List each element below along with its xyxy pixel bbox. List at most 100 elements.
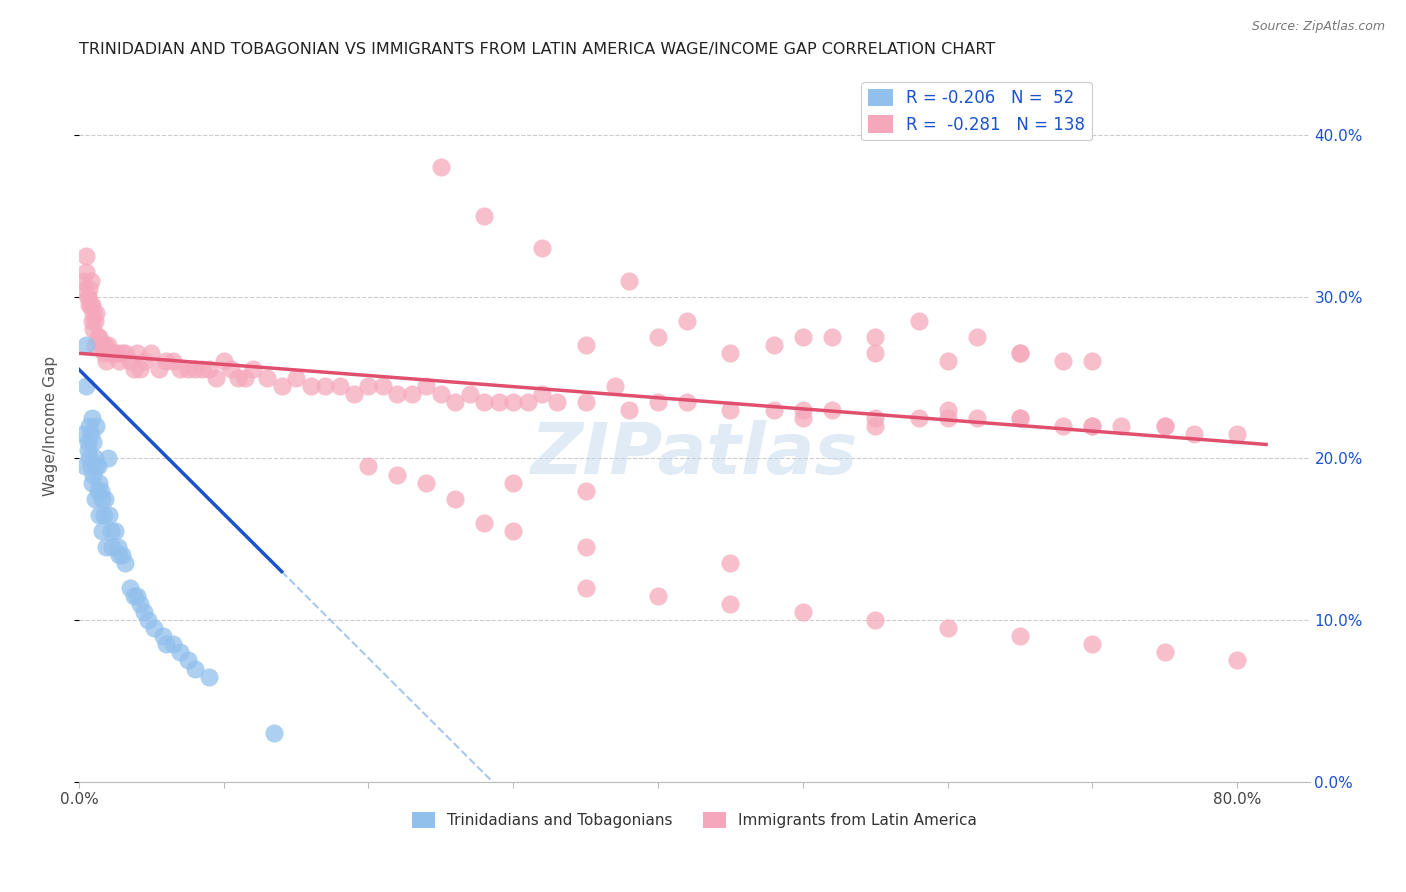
Point xyxy=(82,435,104,450)
Point xyxy=(472,394,495,409)
Point xyxy=(285,370,308,384)
Point xyxy=(97,338,120,352)
Point xyxy=(472,209,495,223)
Point xyxy=(720,597,742,611)
Point xyxy=(83,491,105,506)
Point xyxy=(141,346,163,360)
Point xyxy=(91,491,114,506)
Point xyxy=(82,322,104,336)
Point xyxy=(821,403,844,417)
Point xyxy=(155,637,177,651)
Point xyxy=(343,386,366,401)
Point xyxy=(1052,419,1074,434)
Point xyxy=(219,362,242,376)
Text: TRINIDADIAN AND TOBAGONIAN VS IMMIGRANTS FROM LATIN AMERICA WAGE/INCOME GAP CORR: TRINIDADIAN AND TOBAGONIAN VS IMMIGRANTS… xyxy=(79,42,995,57)
Point xyxy=(132,354,155,368)
Point xyxy=(125,589,148,603)
Point xyxy=(401,386,423,401)
Point xyxy=(575,581,598,595)
Point xyxy=(100,346,122,360)
Point xyxy=(863,346,886,360)
Point xyxy=(91,524,114,538)
Point xyxy=(242,362,264,376)
Point xyxy=(371,378,394,392)
Point xyxy=(101,541,124,555)
Point xyxy=(936,403,959,417)
Point xyxy=(87,483,110,498)
Point xyxy=(155,354,177,368)
Point xyxy=(936,621,959,635)
Point xyxy=(76,290,98,304)
Point xyxy=(676,394,699,409)
Point xyxy=(122,362,145,376)
Point xyxy=(77,451,100,466)
Point xyxy=(617,403,640,417)
Point xyxy=(676,314,699,328)
Point xyxy=(907,314,929,328)
Point xyxy=(87,330,110,344)
Point xyxy=(575,394,598,409)
Point xyxy=(647,330,669,344)
Point xyxy=(792,605,814,619)
Point xyxy=(100,524,122,538)
Point xyxy=(138,613,160,627)
Point xyxy=(263,726,285,740)
Point xyxy=(90,483,112,498)
Point xyxy=(546,394,568,409)
Point xyxy=(83,338,105,352)
Point xyxy=(1153,419,1175,434)
Point xyxy=(128,362,150,376)
Point xyxy=(198,670,221,684)
Point xyxy=(531,386,554,401)
Point xyxy=(1081,637,1104,651)
Point xyxy=(387,467,409,482)
Point xyxy=(169,362,191,376)
Point xyxy=(502,394,524,409)
Point xyxy=(502,475,524,490)
Point xyxy=(79,459,101,474)
Point xyxy=(205,370,228,384)
Point xyxy=(1081,354,1104,368)
Point xyxy=(76,443,98,458)
Point xyxy=(792,411,814,425)
Point xyxy=(77,419,100,434)
Point xyxy=(125,346,148,360)
Point xyxy=(863,419,886,434)
Point xyxy=(96,354,118,368)
Point xyxy=(1226,427,1249,442)
Point xyxy=(198,362,221,376)
Point xyxy=(83,451,105,466)
Point xyxy=(162,637,184,651)
Point xyxy=(720,346,742,360)
Point xyxy=(128,597,150,611)
Point xyxy=(73,282,96,296)
Point xyxy=(162,354,184,368)
Point xyxy=(94,491,117,506)
Point xyxy=(617,274,640,288)
Point xyxy=(77,282,100,296)
Point xyxy=(79,427,101,442)
Point xyxy=(458,386,481,401)
Point xyxy=(603,378,626,392)
Point xyxy=(936,354,959,368)
Point xyxy=(1008,629,1031,643)
Point xyxy=(516,394,538,409)
Point xyxy=(430,161,453,175)
Point xyxy=(75,378,97,392)
Point xyxy=(1008,346,1031,360)
Point xyxy=(357,378,380,392)
Point xyxy=(762,338,785,352)
Point xyxy=(75,338,97,352)
Point xyxy=(863,411,886,425)
Point xyxy=(104,524,127,538)
Point xyxy=(235,370,257,384)
Point xyxy=(647,589,669,603)
Point xyxy=(89,508,111,522)
Point xyxy=(105,346,128,360)
Point xyxy=(80,298,103,312)
Point xyxy=(647,394,669,409)
Point xyxy=(148,362,170,376)
Point xyxy=(907,411,929,425)
Point xyxy=(720,403,742,417)
Point xyxy=(1081,419,1104,434)
